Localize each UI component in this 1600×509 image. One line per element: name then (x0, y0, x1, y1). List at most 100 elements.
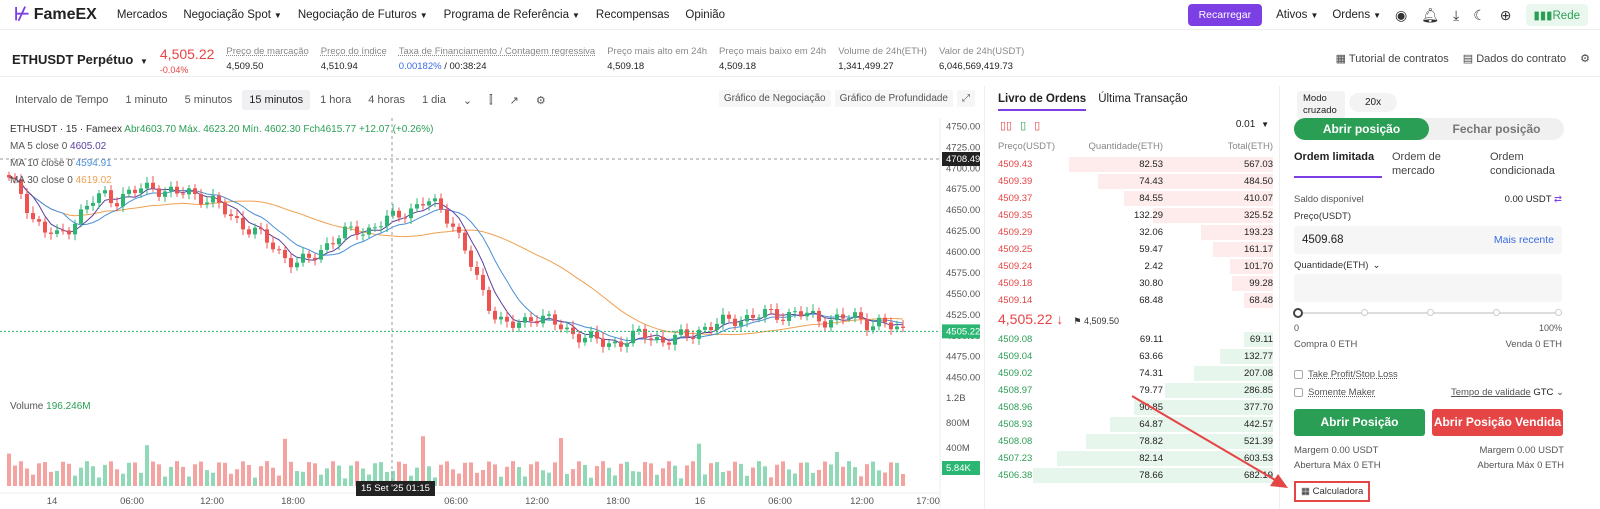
interval-1h[interactable]: 1 hora (320, 94, 352, 106)
indicator-icon[interactable]: ↗ (509, 94, 519, 107)
tab-last-trades[interactable]: Última Transação (1098, 93, 1188, 105)
ask-row[interactable]: 4509.14 68.48 68.48 (998, 292, 1273, 309)
candle (13, 177, 17, 180)
menu-feedback[interactable]: Opinião (685, 8, 726, 21)
recharge-button[interactable]: Recarregar (1187, 4, 1263, 26)
download-icon[interactable]: ⤓ (1453, 6, 1460, 23)
quantity-slider[interactable] (1293, 308, 1562, 318)
bid-row[interactable]: 4507.23 82.14 603.53 (998, 450, 1273, 467)
latest-price-button[interactable]: Mais recente (1493, 234, 1554, 246)
stat-label: Taxa de Financiamento / Contagem regress… (398, 46, 596, 57)
volume-bar (97, 477, 101, 486)
ask-row[interactable]: 4509.29 32.06 193.23 (998, 224, 1273, 241)
bid-row[interactable]: 4509.02 74.31 207.08 (998, 365, 1273, 382)
menu-spot[interactable]: Negociação Spot ▼ (183, 9, 282, 21)
precision-select[interactable]: 0.01 ▼ (1236, 119, 1269, 130)
volume-legend: Volume 196.246M (10, 401, 91, 412)
chevron-down-icon[interactable]: ⌄ (462, 94, 473, 107)
interval-15m[interactable]: 15 minutos (242, 90, 311, 110)
open-short-button[interactable]: Abrir Posição Vendida (1432, 409, 1563, 436)
view-depth-chart[interactable]: Gráfico de Profundidade (834, 90, 953, 107)
volume-bar (535, 461, 539, 486)
stat-low: Preço mais baixo em 24h 4,509.18 (719, 46, 826, 72)
quantity-label-row[interactable]: Quantidade(ETH) ⌄ (1294, 260, 1562, 271)
bid-row[interactable]: 4509.04 63.66 132.77 (998, 348, 1273, 365)
bid-row[interactable]: 4508.08 78.82 521.39 (998, 433, 1273, 450)
menu-referral[interactable]: Programa de Referência ▼ (444, 9, 580, 21)
moon-icon[interactable]: ☾ (1473, 6, 1486, 23)
volume-bar (391, 470, 395, 486)
bid-row[interactable]: 4508.93 64.87 442.57 (998, 416, 1273, 433)
tab-market-order[interactable]: Ordem de mercado (1392, 151, 1441, 177)
tutorial-link[interactable]: ▦ Tutorial de contratos (1336, 52, 1449, 65)
menu-markets[interactable]: Mercados (116, 8, 168, 21)
maker-only-checkbox[interactable]: Somente Maker (1294, 387, 1375, 398)
book-bids-icon[interactable]: ▯ (1020, 120, 1027, 132)
slider-step[interactable] (1555, 309, 1562, 316)
candle (343, 226, 347, 239)
bid-price: 4508.93 (998, 419, 1033, 430)
volume-tick: 400M (946, 443, 970, 454)
view-trading-chart[interactable]: Gráfico de Negociação (718, 90, 831, 107)
calculator-button[interactable]: ▦ Calculadora (1294, 481, 1371, 502)
ask-row[interactable]: 4509.37 84.55 410.07 (998, 190, 1273, 207)
quantity-input[interactable] (1294, 274, 1562, 302)
interval-4h[interactable]: 4 horas (368, 94, 405, 106)
candlestick-chart[interactable]: 4750.00 4725.00 4700.00 4675.00 4650.00 4625.… (0, 118, 985, 508)
ask-row[interactable]: 4509.25 59.47 161.17 (998, 241, 1273, 258)
orders-menu[interactable]: Ordens ▼ (1332, 9, 1381, 21)
ask-row[interactable]: 4509.24 2.42 101.70 (998, 258, 1273, 275)
bid-row[interactable]: 4508.96 90.85 377.70 (998, 399, 1273, 416)
tab-conditional-order[interactable]: Ordem condicionada (1490, 151, 1555, 177)
checkbox-box[interactable] (1294, 370, 1303, 379)
open-long-button[interactable]: Abrir Posição Comprada (1294, 409, 1425, 456)
time-in-force[interactable]: Tempo de validade GTC ⌄ (1451, 387, 1564, 398)
assets-menu[interactable]: Ativos ▼ (1276, 9, 1318, 21)
price-input[interactable]: 4509.68 Mais recente (1294, 226, 1562, 254)
tab-limit-order[interactable]: Ordem limitada (1294, 150, 1382, 178)
settings-icon[interactable]: ⚙ (1580, 53, 1590, 65)
menu-rewards[interactable]: Recompensas (595, 8, 670, 21)
slider-knob[interactable] (1293, 308, 1303, 318)
bid-depth-bar (1244, 332, 1273, 347)
slider-step[interactable] (1493, 309, 1500, 316)
open-position-tab[interactable]: Abrir posição (1294, 118, 1429, 140)
close-position-tab[interactable]: Fechar posição (1452, 122, 1541, 136)
interval-5m[interactable]: 5 minutos (184, 94, 233, 106)
checkbox-box[interactable] (1294, 388, 1303, 397)
slider-step[interactable] (1427, 309, 1434, 316)
tab-order-book[interactable]: Livro de Ordens (998, 93, 1087, 111)
symbol-selector[interactable]: ETHUSDT Perpétuo ▼ (12, 52, 148, 67)
globe-icon[interactable]: ⊕ (1499, 6, 1512, 23)
gear-icon[interactable]: ⚙ (535, 94, 546, 107)
candle (631, 330, 635, 344)
interval-1m[interactable]: 1 minuto (125, 94, 168, 106)
tpsl-checkbox[interactable]: Take Profit/Stop Loss (1294, 369, 1398, 380)
fullscreen-icon[interactable]: ⤢ (957, 90, 975, 107)
user-icon[interactable]: ◉ (1395, 6, 1408, 23)
tutorial-label: Tutorial de contratos (1348, 53, 1449, 65)
slider-step[interactable] (1361, 309, 1368, 316)
candle (613, 341, 617, 344)
bid-total: 132.77 (1243, 351, 1273, 362)
margin-mode-button[interactable]: Modo cruzado (1297, 91, 1345, 119)
candle-type-icon[interactable]: ⫿ (489, 93, 493, 106)
ask-row[interactable]: 4509.39 74.43 484.50 (998, 173, 1273, 190)
interval-1d[interactable]: 1 dia (421, 94, 446, 106)
book-both-icon[interactable]: ▯▯ (1000, 120, 1013, 132)
bell-icon[interactable]: 🔔︎ (1421, 6, 1439, 23)
leverage-button[interactable]: 20x (1349, 93, 1398, 112)
ask-row[interactable]: 4509.18 30.80 99.28 (998, 275, 1273, 292)
volume-bar (763, 466, 767, 486)
book-asks-icon[interactable]: ▯ (1034, 120, 1041, 132)
bid-row[interactable]: 4508.97 79.77 286.85 (998, 382, 1273, 399)
ask-row[interactable]: 4509.43 82.53 567.03 (998, 156, 1273, 173)
bid-row[interactable]: 4506.38 78.66 682.19 (998, 467, 1273, 484)
brand-logo[interactable]: ⊬ FameEX (14, 4, 97, 25)
network-button[interactable]: ▮▮▮Rede (1525, 4, 1588, 26)
contract-data-link[interactable]: ▤ Dados do contrato (1463, 52, 1566, 65)
ask-row[interactable]: 4509.35 132.29 325.52 (998, 207, 1273, 224)
transfer-icon[interactable]: ⇄ (1554, 194, 1562, 205)
menu-futures[interactable]: Negociação de Futuros ▼ (298, 9, 428, 21)
bid-row[interactable]: 4509.08 69.11 69.11 (998, 331, 1273, 348)
